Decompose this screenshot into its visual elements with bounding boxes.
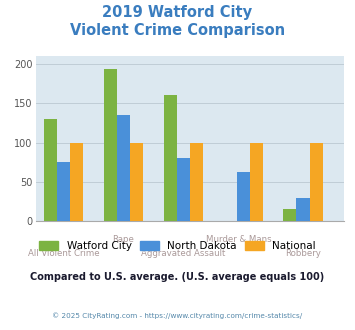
Text: All Violent Crime: All Violent Crime xyxy=(28,249,99,258)
Text: Rape: Rape xyxy=(113,235,135,244)
Bar xyxy=(177,158,190,221)
Text: Murder & Mans...: Murder & Mans... xyxy=(207,235,280,244)
Text: Aggravated Assault: Aggravated Assault xyxy=(141,249,225,258)
Bar xyxy=(237,172,250,221)
Bar xyxy=(57,162,70,221)
Bar xyxy=(283,209,296,221)
Bar xyxy=(250,143,263,221)
Bar xyxy=(190,143,203,221)
Bar xyxy=(164,95,177,221)
Text: Violent Crime Comparison: Violent Crime Comparison xyxy=(70,23,285,38)
Text: © 2025 CityRating.com - https://www.cityrating.com/crime-statistics/: © 2025 CityRating.com - https://www.city… xyxy=(53,312,302,318)
Text: 2019 Watford City: 2019 Watford City xyxy=(103,5,252,20)
Bar xyxy=(310,143,323,221)
Bar xyxy=(70,143,83,221)
Text: Robbery: Robbery xyxy=(285,249,321,258)
Bar xyxy=(44,119,57,221)
Bar xyxy=(117,115,130,221)
Bar xyxy=(104,69,117,221)
Legend: Watford City, North Dakota, National: Watford City, North Dakota, National xyxy=(39,241,316,251)
Bar xyxy=(296,198,310,221)
Text: Compared to U.S. average. (U.S. average equals 100): Compared to U.S. average. (U.S. average … xyxy=(31,272,324,282)
Bar xyxy=(130,143,143,221)
